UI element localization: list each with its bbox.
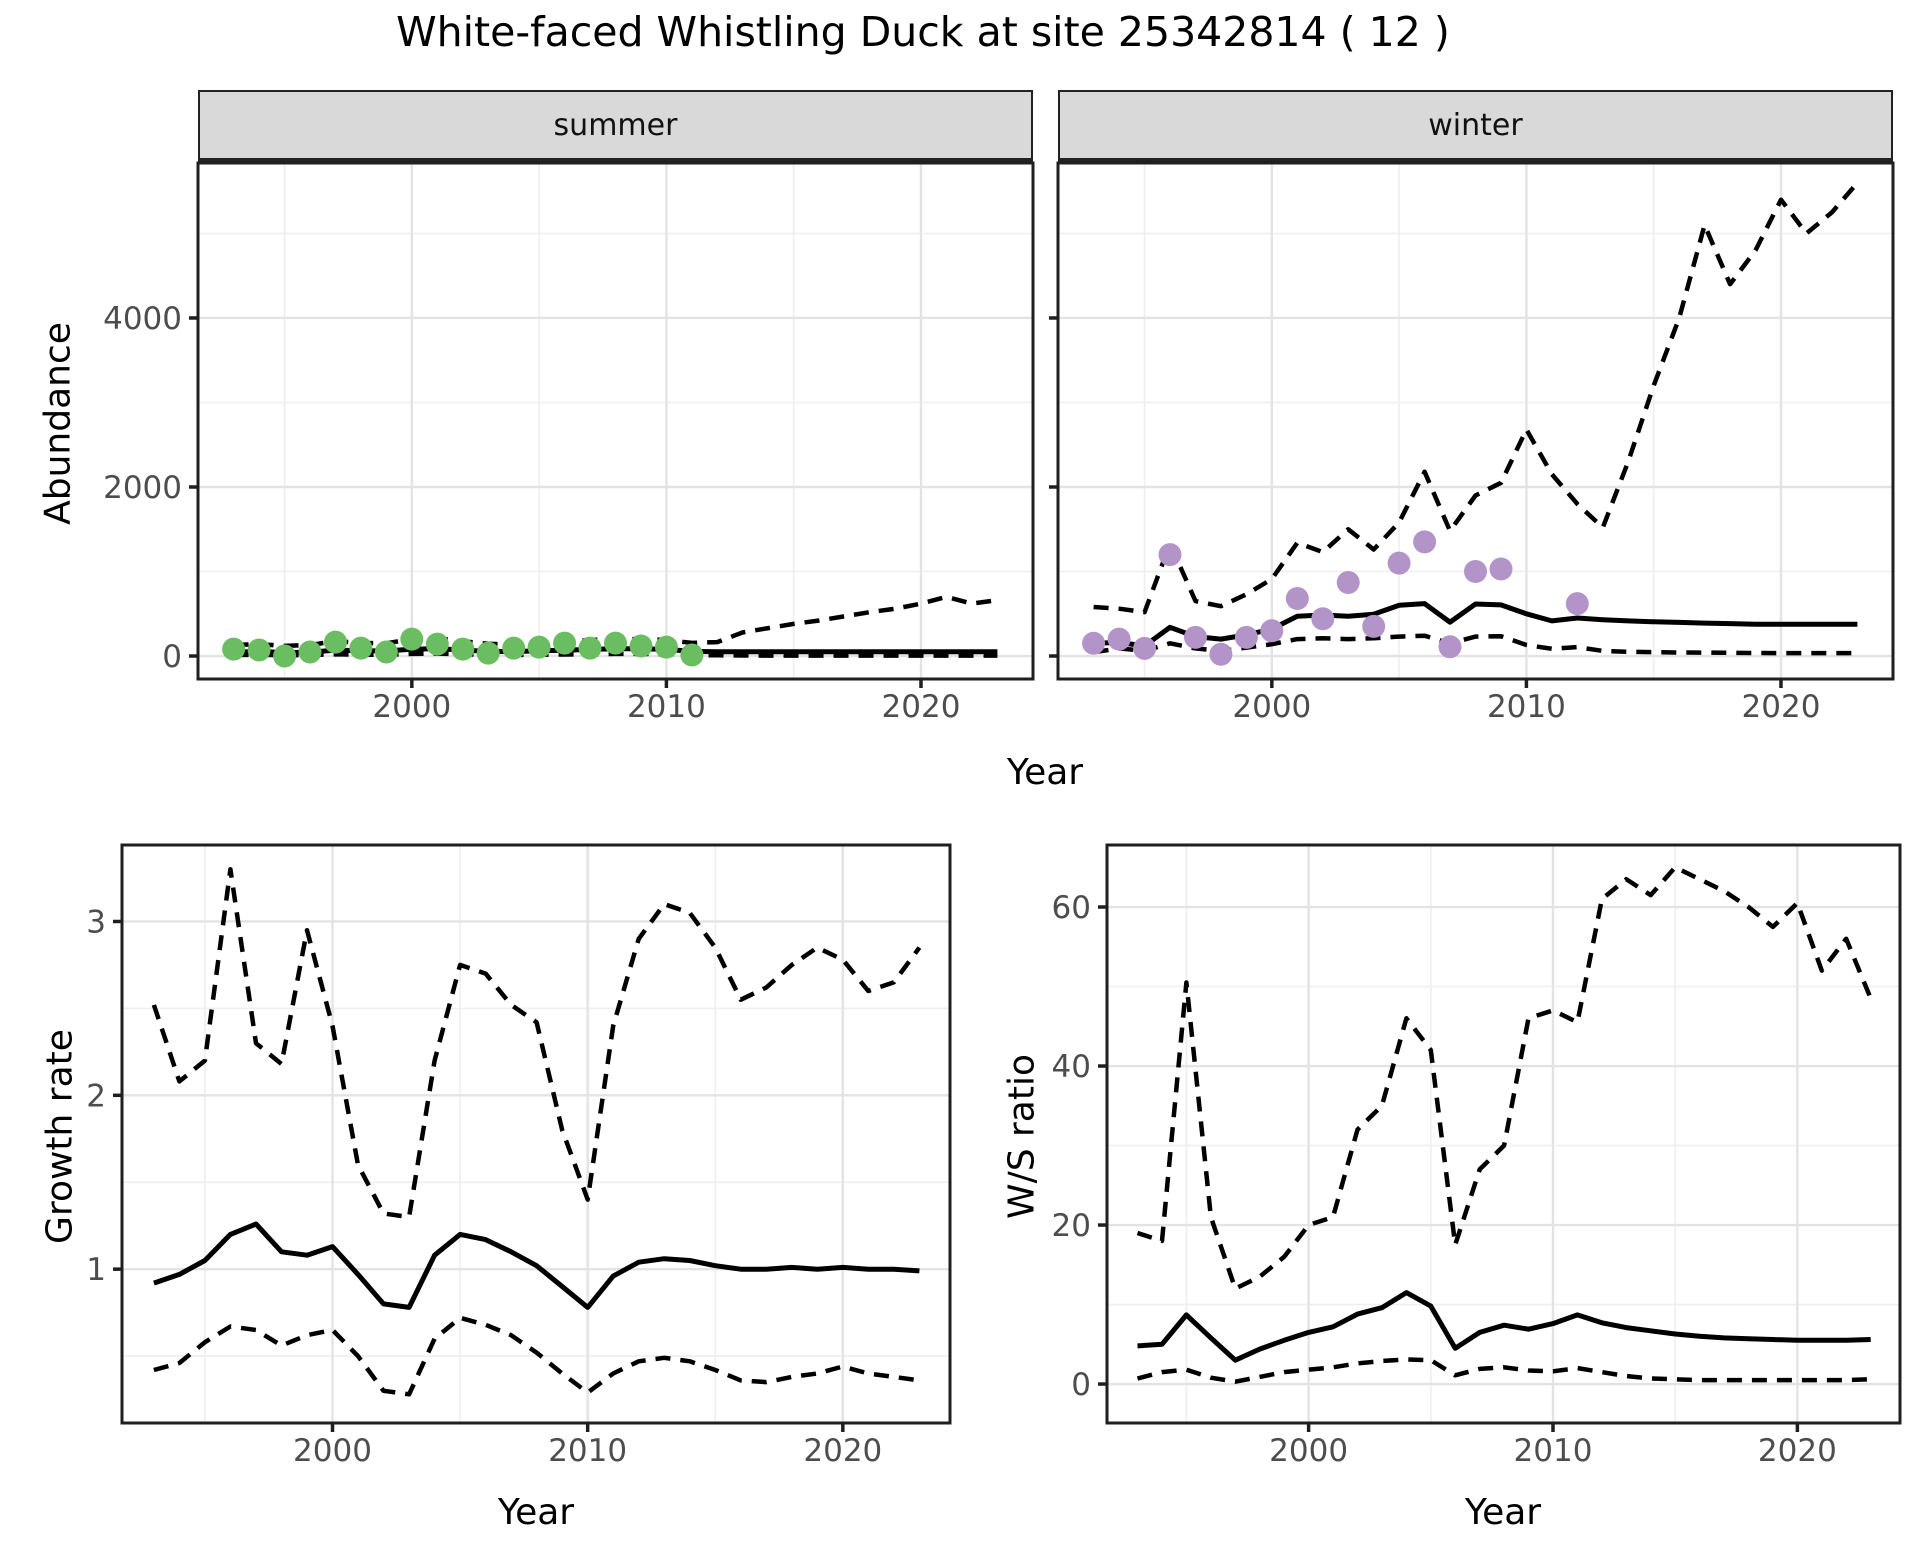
abundance-winter-point [1133,636,1157,660]
growth-rate-border [120,843,952,1425]
growth-rate-x-tick-label: 2000 [293,1433,372,1469]
abundance-winter-panel: 2000 2010 2020 [1049,161,1895,725]
abundance-summer-point [527,635,551,659]
abundance-summer-point [604,631,627,655]
abundance-winter-point [1489,557,1513,581]
abundance-winter-point [1387,551,1411,575]
year-axis-label-bottom-right: Year [1464,1492,1542,1533]
growth-rate-y-tick-label: 1 [86,1252,106,1288]
ws-ratio-gridlines [1107,845,1900,1423]
abundance-winter-point [1184,625,1207,649]
growth-rate-mean-line [153,1221,920,1310]
abundance-winter-border [1056,161,1895,681]
growth-rate-lower_ci-line [153,1315,920,1397]
abundance-winter-point [1285,587,1309,610]
abundance-winter-point [1413,530,1437,554]
abundance-winter-axis-ticks: 2000 2010 2020 [1049,316,1821,725]
abundance-winter-x-tick-label: 2010 [1487,689,1566,725]
ws-ratio-series [1136,865,1873,1384]
abundance-summer-point [629,634,653,658]
facet-strip-summer: summer [198,90,1033,163]
abundance-summer-point [247,638,271,662]
abundance-summer-axis-ticks: 2000 2010 2020 0 2000 4000 [103,301,960,725]
abundance-winter-point [1362,614,1386,638]
ws-ratio-x-tick-label: 2020 [1758,1433,1837,1469]
growth-rate-x-tick-label: 2020 [803,1433,882,1469]
abundance-winter-mean-line [1093,601,1858,649]
abundance-winter-x-tick-label: 2000 [1232,689,1311,725]
abundance-summer-y-tick-label: 2000 [103,470,182,506]
ws-ratio-mean-line [1137,1290,1871,1363]
growth-rate-axis-label: Growth rate [39,1029,81,1244]
facet-strip-winter-label: winter [1428,107,1523,143]
abundance-summer-point [502,636,526,660]
abundance-summer-y-tick-label: 4000 [103,301,182,337]
abundance-summer-x-tick-label: 2010 [627,689,706,725]
abundance-summer-point [476,641,500,665]
abundance-winter-upper_ci-line [1093,181,1860,615]
abundance-summer-point [451,637,475,661]
ws-ratio-axis-label: W/S ratio [1001,1053,1043,1220]
year-axis-label-top: Year [1006,752,1084,793]
ws-ratio-x-tick-label: 2010 [1514,1433,1593,1469]
growth-rate-panel: 2000 2010 2020 1 2 3 [86,843,952,1469]
abundance-summer-point [553,631,577,655]
growth-rate-y-tick-label: 2 [86,1078,106,1114]
ws-ratio-axis-ticks: 2000 2010 2020 0 20 40 60 [1052,890,1837,1469]
abundance-summer-point [273,644,297,668]
abundance-summer-x-tick-label: 2020 [882,689,961,725]
abundance-summer-point [349,636,373,660]
abundance-summer-point [222,637,246,661]
abundance-summer-point [374,640,398,664]
abundance-summer-y-tick-label: 0 [162,639,182,675]
abundance-summer-point [578,636,602,660]
abundance-summer-point [324,630,347,654]
abundance-axis-label: Abundance [37,322,79,525]
ws-ratio-border [1105,843,1902,1425]
abundance-winter-point [1438,635,1462,659]
abundance-winter-points [1082,530,1589,666]
chart-title: White-faced Whistling Duck at site 25342… [396,8,1450,56]
growth-rate-gridlines [122,845,950,1423]
abundance-winter-point [1565,592,1589,616]
abundance-summer-x-tick-label: 2000 [372,689,451,725]
abundance-summer-point [654,635,678,659]
abundance-summer-panel: 2000 2010 2020 0 2000 4000 [103,161,1035,725]
abundance-winter-point [1464,560,1487,583]
growth-rate-y-tick-label: 3 [86,904,106,940]
abundance-winter-point [1336,571,1360,594]
abundance-winter-point [1234,625,1258,649]
abundance-summer-point [400,627,424,651]
abundance-winter-point [1158,543,1182,567]
abundance-summer-point [425,632,449,656]
abundance-winter-point [1260,619,1284,643]
growth-rate-upper_ci-line [151,867,922,1220]
abundance-winter-point [1107,627,1131,651]
abundance-winter-x-tick-label: 2020 [1742,689,1821,725]
growth-rate-axis-ticks: 2000 2010 2020 1 2 3 [86,904,882,1469]
abundance-winter-point [1311,607,1335,631]
abundance-winter-point [1082,631,1106,655]
ws-ratio-x-tick-label: 2000 [1269,1433,1348,1469]
ws-ratio-y-tick-label: 0 [1071,1367,1091,1403]
facet-strip-winter: winter [1058,90,1893,163]
ws-ratio-panel: 2000 2010 2020 0 20 40 60 [1052,843,1902,1469]
facet-strip-summer-label: summer [553,107,678,143]
growth-rate-x-tick-label: 2010 [548,1433,627,1469]
abundance-summer-border [196,161,1035,681]
year-axis-label-bottom-left: Year [497,1492,575,1533]
ws-ratio-y-tick-label: 60 [1052,890,1091,926]
abundance-summer-points [222,627,704,668]
abundance-summer-point [298,640,322,664]
abundance-summer-point [680,643,704,667]
ws-ratio-lower_ci-line [1136,1357,1871,1384]
ws-ratio-y-tick-label: 40 [1052,1049,1091,1085]
ws-ratio-upper_ci-line [1136,865,1873,1291]
abundance-winter-point [1209,642,1233,666]
growth-rate-series [151,867,922,1397]
ws-ratio-y-tick-label: 20 [1052,1208,1091,1244]
